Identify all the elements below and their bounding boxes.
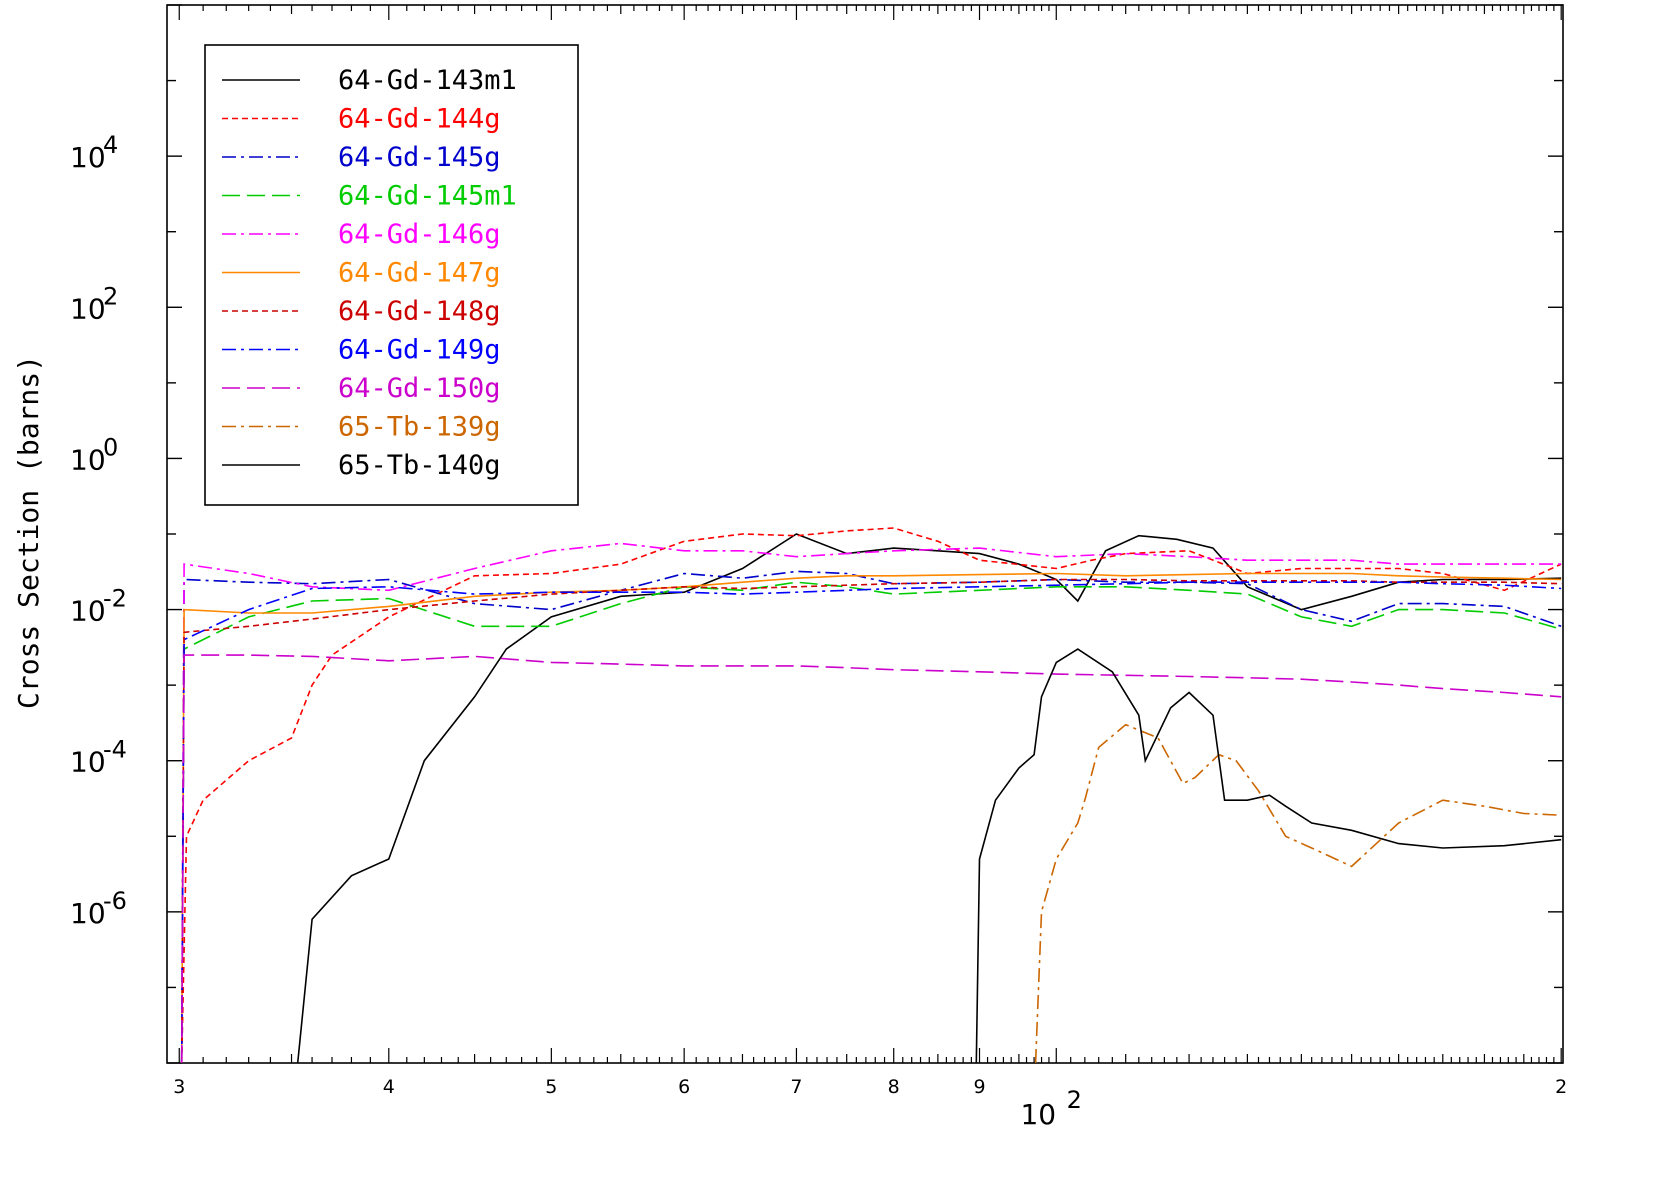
series-line-6	[180, 572, 1562, 1063]
y-tick-label-exponent: -4	[103, 736, 127, 764]
y-tick-label-base: 10	[70, 141, 106, 174]
series-line-11	[975, 648, 1562, 1063]
y-axis-label: Cross Section (barns)	[12, 355, 45, 709]
y-tick-label-base: 10	[70, 292, 106, 325]
series-line-1	[296, 533, 1562, 1063]
legend-label: 64-Gd-148g	[338, 296, 501, 327]
x-tick-label: 6	[678, 1076, 690, 1098]
x-tick-label: 5	[545, 1076, 557, 1098]
legend-label: 64-Gd-144g	[338, 104, 501, 135]
series-line-2	[180, 527, 1562, 1063]
series-lines	[180, 527, 1562, 1063]
legend-label: 64-Gd-149g	[338, 335, 501, 366]
y-tick-label-base: 10	[70, 897, 106, 930]
series-line-9	[180, 654, 1562, 1063]
x-tick-labels: 3 4 5 6 7 8 9 2 10 2	[173, 1076, 1567, 1131]
x-tick-label: 7	[790, 1076, 802, 1098]
series-line-10	[1034, 723, 1562, 1063]
series-line-5	[180, 542, 1562, 1063]
legend-box	[204, 44, 579, 506]
y-tick-label-exponent: 4	[103, 131, 118, 159]
legend-label: 64-Gd-150g	[338, 373, 501, 404]
legend-label: 64-Gd-147g	[338, 258, 501, 289]
y-tick-label-exponent: 0	[103, 433, 118, 461]
series-line-4	[180, 581, 1562, 1063]
y-tick-label-exponent: -2	[103, 585, 127, 613]
y-tick-label-exponent: -6	[103, 887, 127, 915]
y-tick-label-base: 10	[70, 443, 106, 476]
legend-label: 64-Gd-145m1	[338, 181, 517, 212]
y-tick-label-base: 10	[70, 746, 106, 779]
legend-label: 64-Gd-146g	[338, 219, 501, 250]
y-tick-label-exponent: 2	[103, 282, 118, 310]
x-tick-label: 3	[173, 1076, 185, 1098]
legend-label: 65-Tb-139g	[338, 412, 501, 443]
legend-label: 65-Tb-140g	[338, 450, 501, 481]
series-line-7	[180, 578, 1562, 1063]
legend-label: 64-Gd-143m1	[338, 65, 517, 96]
x-tick-label: 8	[888, 1076, 900, 1098]
series-line-8	[180, 581, 1562, 1063]
y-tick-label-base: 10	[70, 595, 106, 628]
x-tick-label: 2	[1555, 1076, 1567, 1098]
x-tick-label: 4	[383, 1076, 395, 1098]
axis-ticks	[167, 4, 1563, 1064]
legend: 64-Gd-143m1 64-Gd-144g 64-Gd-145g 64-Gd-145…	[204, 44, 579, 506]
series-line-3	[180, 570, 1562, 1063]
legend-label: 64-Gd-145g	[338, 142, 501, 173]
x-decade-label-exponent: 2	[1067, 1086, 1082, 1114]
x-decade-label-base: 10	[1020, 1098, 1056, 1131]
x-tick-label: 9	[973, 1076, 985, 1098]
